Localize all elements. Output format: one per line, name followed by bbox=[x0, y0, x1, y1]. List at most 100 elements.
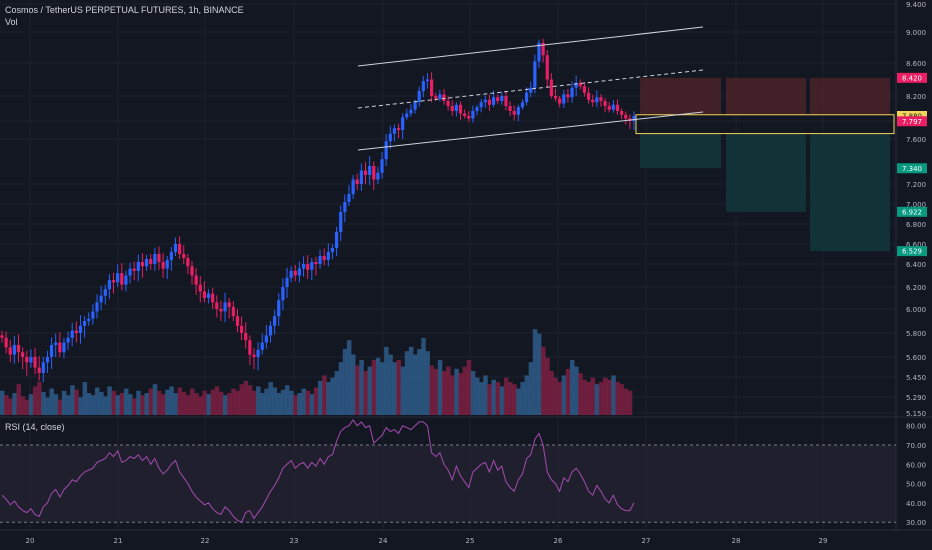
volume-bar bbox=[594, 384, 600, 415]
candle-body bbox=[343, 202, 347, 212]
volume-bar bbox=[413, 354, 418, 415]
volume-bar bbox=[466, 360, 472, 415]
volume-bar bbox=[474, 377, 480, 415]
y-axis-tick: 6.600 bbox=[906, 241, 926, 249]
candle-body bbox=[8, 347, 12, 355]
candle-body bbox=[83, 321, 87, 326]
volume-bar bbox=[545, 357, 550, 415]
candle-body bbox=[562, 94, 566, 104]
price-badge bbox=[897, 246, 927, 257]
rsi-axis-tick: 40.00 bbox=[906, 500, 926, 508]
volume-bar bbox=[214, 386, 220, 415]
candle-body bbox=[128, 268, 132, 276]
volume-bar bbox=[127, 394, 133, 415]
volume-bar bbox=[346, 340, 352, 415]
candle-body bbox=[615, 104, 620, 111]
volume-bar bbox=[37, 382, 42, 415]
volume-bar bbox=[32, 386, 38, 415]
candle-body bbox=[277, 300, 281, 317]
volume-bar bbox=[156, 390, 162, 415]
y-axis-tick: 7.200 bbox=[906, 181, 926, 189]
volume-bar bbox=[379, 362, 385, 415]
volume-bar bbox=[165, 389, 170, 415]
volume-bar bbox=[590, 377, 596, 415]
candle-body bbox=[244, 333, 248, 341]
symbol-title: Cosmos / TetherUS PERPETUAL FUTURES, 1h,… bbox=[5, 5, 244, 15]
volume-bar bbox=[417, 349, 422, 415]
candle-body bbox=[58, 342, 62, 353]
x-axis-tick: 27 bbox=[642, 537, 651, 545]
volume-bar bbox=[210, 389, 216, 415]
volume-bar bbox=[148, 388, 154, 415]
candle-body bbox=[74, 330, 78, 333]
candle-body bbox=[463, 113, 467, 116]
candle-body bbox=[558, 98, 562, 104]
volume-bar bbox=[284, 385, 290, 415]
volume-bar bbox=[574, 366, 579, 415]
candle-body bbox=[264, 335, 268, 343]
y-axis-tick: 6.200 bbox=[906, 284, 926, 292]
stop-loss-zone bbox=[810, 77, 890, 115]
volume-bar bbox=[313, 387, 319, 415]
candle-body bbox=[281, 287, 285, 301]
candle-body bbox=[376, 172, 380, 180]
y-axis-tick: 7.600 bbox=[906, 136, 926, 144]
candle-body bbox=[487, 99, 492, 105]
volume-bar bbox=[462, 366, 468, 415]
candle-body bbox=[248, 340, 252, 355]
candle-body bbox=[537, 42, 541, 62]
candle-body bbox=[41, 362, 45, 373]
candle-body bbox=[591, 99, 595, 103]
volume-bar bbox=[222, 395, 228, 415]
candle-body bbox=[99, 295, 103, 303]
candle-body bbox=[355, 179, 359, 184]
candle-body bbox=[54, 342, 58, 345]
volume-bar bbox=[103, 396, 108, 415]
rsi-axis-tick: 60.00 bbox=[906, 461, 926, 469]
channel-upper-line bbox=[357, 26, 704, 67]
candle-body bbox=[91, 311, 95, 319]
volume-bar bbox=[251, 390, 257, 415]
candle-body bbox=[401, 117, 405, 130]
candle-body bbox=[173, 244, 178, 252]
volume-bar bbox=[144, 393, 150, 415]
candle-body bbox=[66, 337, 70, 343]
y-axis-tick: 7.000 bbox=[906, 201, 926, 209]
candle-body bbox=[545, 55, 549, 80]
candle-body bbox=[95, 302, 99, 312]
volume-bar bbox=[400, 366, 406, 415]
candle-body bbox=[425, 79, 430, 82]
candle-body bbox=[363, 170, 368, 175]
candle-body bbox=[491, 97, 496, 105]
candle-body bbox=[388, 133, 392, 142]
volume-bar bbox=[450, 375, 455, 415]
candle-body bbox=[223, 302, 227, 312]
y-axis-tick: 5.450 bbox=[906, 374, 926, 382]
rsi-title: RSI (14, close) bbox=[5, 422, 65, 432]
candle-body bbox=[450, 106, 454, 111]
volume-bar bbox=[421, 338, 426, 415]
volume-bar bbox=[582, 379, 587, 415]
volume-bar bbox=[508, 382, 513, 415]
volume-bar bbox=[280, 389, 286, 415]
candle-body bbox=[520, 102, 525, 108]
y-axis-tick: 9.000 bbox=[906, 29, 926, 37]
x-axis-tick: 25 bbox=[466, 537, 475, 545]
volume-bar bbox=[598, 382, 604, 415]
volume-bar bbox=[45, 397, 50, 415]
volume-bar bbox=[569, 360, 575, 415]
volume-bar bbox=[41, 391, 46, 415]
candle-body bbox=[186, 258, 190, 267]
volume-bar bbox=[111, 390, 116, 415]
candle-body bbox=[359, 170, 363, 184]
volume-bar bbox=[239, 384, 245, 415]
volume-bar bbox=[169, 386, 174, 415]
candle-body bbox=[578, 82, 582, 87]
volume-bar bbox=[446, 366, 451, 415]
volume-bar bbox=[28, 394, 34, 415]
stop-loss-zone bbox=[726, 77, 806, 115]
candle-body bbox=[29, 357, 33, 363]
candle-body bbox=[607, 106, 611, 110]
